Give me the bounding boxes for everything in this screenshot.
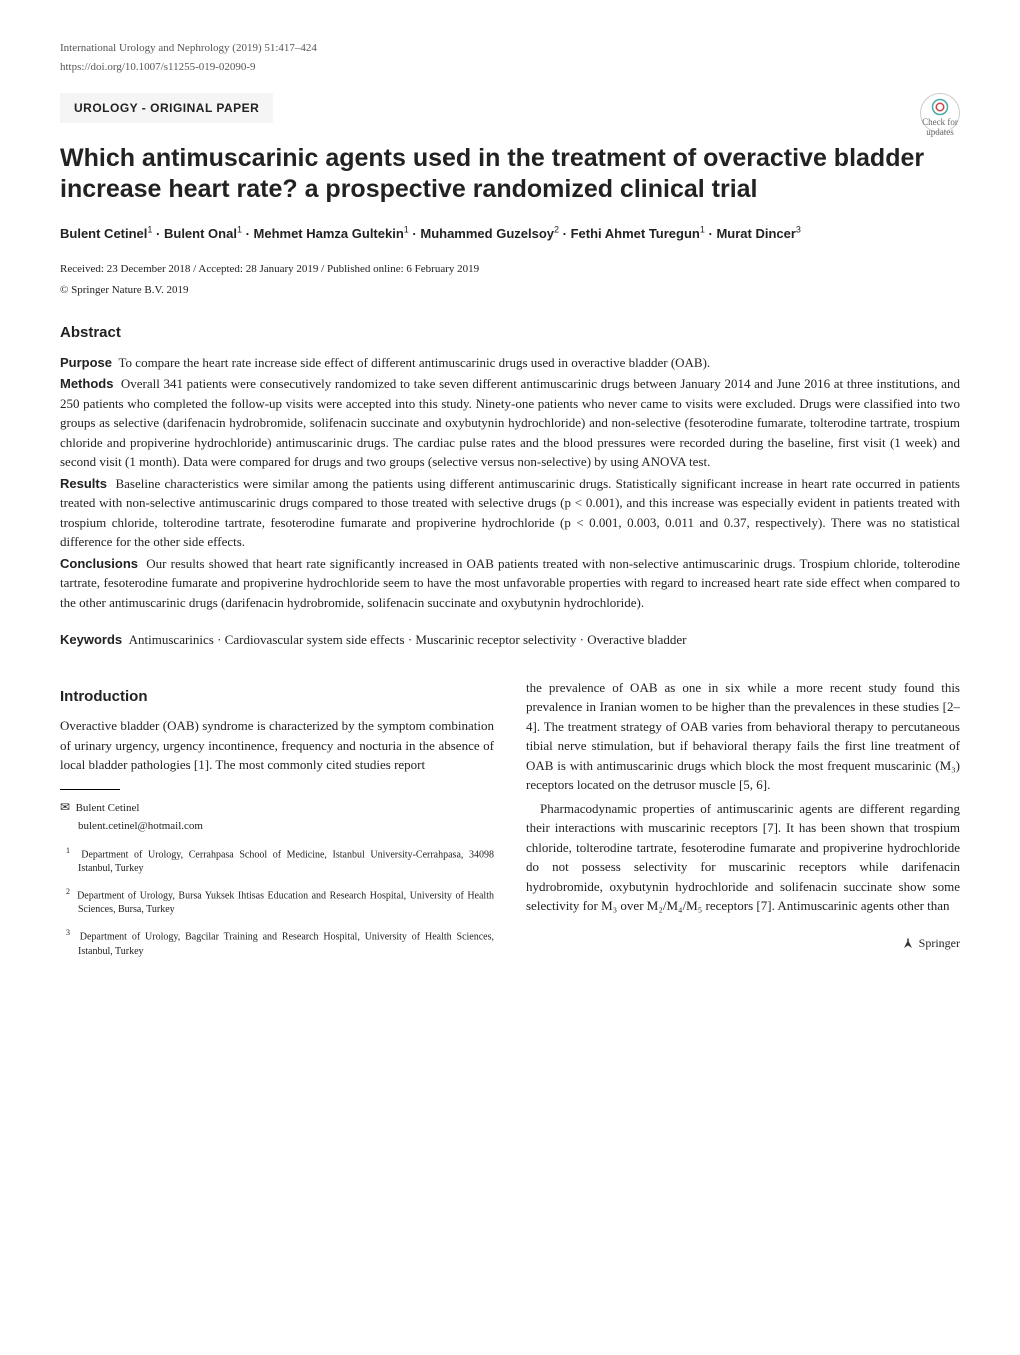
journal-info: International Urology and Nephrology (20… <box>60 40 960 57</box>
author: Muhammed Guzelsoy2 <box>420 226 559 241</box>
article-title: Which antimuscarinic agents used in the … <box>60 143 960 206</box>
keywords-section: Keywords Antimuscarinics · Cardiovascula… <box>60 630 960 650</box>
keywords-text: Antimuscarinics · Cardiovascular system … <box>129 632 687 647</box>
results-label: Results <box>60 476 107 491</box>
methods-label: Methods <box>60 376 113 391</box>
author: Bulent Onal1 <box>164 226 242 241</box>
envelope-icon: ✉ <box>60 800 70 814</box>
keywords-label: Keywords <box>60 632 122 647</box>
purpose-text: To compare the heart rate increase side … <box>119 355 711 370</box>
purpose-label: Purpose <box>60 355 112 370</box>
author: Murat Dincer3 <box>716 226 800 241</box>
corr-email[interactable]: bulent.cetinel@hotmail.com <box>78 818 494 835</box>
springer-logo-icon <box>900 936 916 952</box>
conclusions-label: Conclusions <box>60 556 138 571</box>
methods-text: Overall 341 patients were consecutively … <box>60 376 960 469</box>
doi-link[interactable]: https://doi.org/10.1007/s11255-019-02090… <box>60 59 960 76</box>
intro-paragraph: the prevalence of OAB as one in six whil… <box>526 678 960 795</box>
copyright: © Springer Nature B.V. 2019 <box>60 282 960 299</box>
corr-name: Bulent Cetinel <box>76 802 140 814</box>
author: Fethi Ahmet Turegun1 <box>571 226 705 241</box>
aff3-text: Department of Urology, Bagcilar Training… <box>78 932 494 957</box>
publisher-footer: Springer <box>526 934 960 952</box>
abstract-heading: Abstract <box>60 322 960 345</box>
corresponding-author: ✉ Bulent Cetinel <box>60 798 494 817</box>
publisher-name: Springer <box>919 936 960 950</box>
conclusions-text: Our results showed that heart rate signi… <box>60 556 960 610</box>
author-list: Bulent Cetinel1 · Bulent Onal1 · Mehmet … <box>60 224 960 244</box>
footnote-divider <box>60 789 120 790</box>
aff1-text: Department of Urology, Cerrahpasa School… <box>78 849 494 874</box>
publication-dates: Received: 23 December 2018 / Accepted: 2… <box>60 261 960 278</box>
affiliation-3: 3 Department of Urology, Bagcilar Traini… <box>60 927 494 958</box>
affiliation-2: 2 Department of Urology, Bursa Yuksek Ih… <box>60 886 494 917</box>
aff2-text: Department of Urology, Bursa Yuksek Ihti… <box>77 890 494 915</box>
abstract-body: Purpose To compare the heart rate increa… <box>60 353 960 613</box>
category-label: UROLOGY - ORIGINAL PAPER <box>60 93 273 123</box>
author: Bulent Cetinel1 <box>60 226 152 241</box>
results-text: Baseline characteristics were similar am… <box>60 476 960 550</box>
affiliation-1: 1 Department of Urology, Cerrahpasa Scho… <box>60 845 494 876</box>
crossmark-text: Check for updates <box>922 117 958 137</box>
crossmark-icon <box>931 98 949 116</box>
crossmark-badge[interactable]: Check for updates <box>920 93 960 133</box>
intro-paragraph: Overactive bladder (OAB) syndrome is cha… <box>60 716 494 775</box>
introduction-heading: Introduction <box>60 686 494 709</box>
author: Mehmet Hamza Gultekin1 <box>254 226 409 241</box>
intro-paragraph: Pharmacodynamic properties of antimuscar… <box>526 799 960 916</box>
